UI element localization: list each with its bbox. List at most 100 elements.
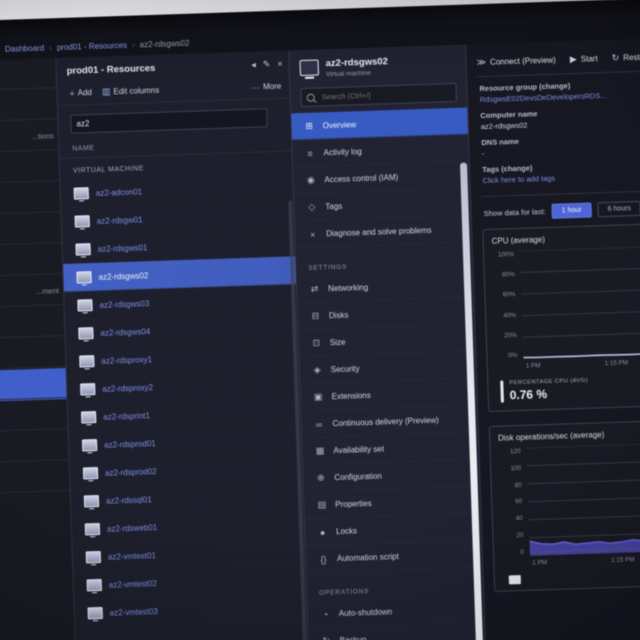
vm-name-link[interactable]: az2-rdsproxy1	[101, 354, 153, 366]
sidebar-item[interactable]	[0, 461, 70, 495]
start-button[interactable]: ▶ Start	[570, 53, 598, 65]
vm-title: az2-rdsgws02	[325, 56, 389, 70]
vm-search-box	[300, 82, 457, 108]
vm-menu: ⊞ Overview ≡ Activity log ◉ Access control (I…	[291, 107, 486, 640]
configuration-icon: ⊕	[316, 472, 325, 483]
add-button[interactable]: + Add	[69, 87, 92, 98]
add-button-label: Add	[77, 87, 93, 98]
stat-text: PERCENTAGE CPU (AVG) 0.76 %	[509, 378, 588, 403]
sidebar-item[interactable]	[0, 151, 59, 185]
sidebar-item[interactable]	[0, 430, 69, 464]
chart-title: Disk operations/sec (average)	[497, 430, 605, 443]
breadcrumb-resources[interactable]: prod01 - Resources	[56, 40, 128, 52]
sidebar-item[interactable]	[0, 337, 66, 371]
sidebar-item[interactable]	[0, 89, 57, 123]
y-tick: 60	[515, 498, 523, 506]
restart-button[interactable]: ↻ Restart	[611, 51, 640, 63]
ellipsis-icon: ···	[250, 81, 261, 93]
sidebar-item[interactable]	[0, 244, 62, 278]
vm-name-link[interactable]: az2-rdsproxy2	[102, 382, 154, 394]
vm-name-link[interactable]: az2-rdsgws02	[98, 270, 149, 282]
continuous-delivery-icon: ∞	[315, 419, 323, 430]
vm-icon	[78, 327, 94, 340]
sidebar-item[interactable]	[0, 182, 60, 216]
toolbar-button-label: Connect (Preview)	[489, 55, 556, 67]
vm-name-link[interactable]: az2-rdssql01	[105, 494, 152, 506]
sidebar-item[interactable]	[0, 368, 67, 402]
stat-label: PERCENTAGE CPU (AVG)	[509, 377, 589, 387]
vm-name-link[interactable]: az2-vmtest02	[108, 578, 157, 590]
vm-icon	[82, 467, 99, 480]
more-button[interactable]: ··· More	[251, 81, 282, 92]
edit-columns-button[interactable]: ▥ Edit columns	[102, 85, 160, 98]
plus-icon: +	[69, 88, 75, 99]
sidebar-item[interactable]	[0, 399, 68, 433]
connect-icon: ≫	[476, 56, 487, 67]
vm-list: az2-adcon01 az2-rdsgw01 az2-rdsgws01 az2-rd…	[60, 172, 309, 640]
y-tick: 120	[509, 447, 521, 456]
collapse-icon[interactable]: ◂	[251, 59, 256, 70]
connect-button[interactable]: ≫ Connect (Preview)	[476, 54, 556, 68]
vm-icon	[77, 299, 93, 312]
security-icon: ◈	[313, 364, 321, 375]
restart-icon: ↻	[611, 51, 620, 63]
menu-item-label: Disks	[328, 310, 349, 321]
menu-item-label: Continuous delivery (Preview)	[332, 415, 439, 429]
vm-name-link[interactable]: az2-rdsprod02	[104, 466, 157, 478]
disks-icon: ⊟	[311, 310, 320, 321]
sidebar-item[interactable]	[0, 58, 56, 92]
search-icon	[306, 93, 315, 102]
vm-name-link[interactable]: az2-rdsgw01	[96, 214, 143, 226]
overview-icon: ⊞	[305, 120, 314, 131]
vm-icon	[83, 494, 100, 508]
vm-icon	[75, 243, 91, 256]
vm-name-link[interactable]: az2-rdsgws01	[97, 242, 148, 254]
vm-name-link[interactable]: az2-rdsgws03	[99, 298, 150, 310]
cpu-stat: PERCENTAGE CPU (AVG) 0.76 %	[500, 373, 640, 403]
sidebar-item-label: ...tions	[31, 130, 54, 141]
range-pill[interactable]: 1 hour	[551, 202, 592, 219]
vm-icon	[84, 522, 101, 536]
sidebar-item[interactable]: ...tions	[0, 120, 58, 154]
cpu-plot	[519, 244, 640, 359]
vm-icon	[81, 411, 97, 424]
stat-accent-bar	[500, 380, 504, 403]
vm-icon	[73, 187, 89, 200]
vm-name-link[interactable]: az2-rdsprod01	[103, 438, 156, 450]
vm-name-link[interactable]: az2-adcon01	[95, 186, 143, 198]
vm-name-link[interactable]: az2-rdsprint1	[103, 410, 151, 422]
y-tick: 100	[510, 464, 522, 473]
sidebar-item[interactable]	[0, 306, 65, 340]
vm-icon	[81, 439, 98, 452]
y-tick: 80%	[501, 271, 515, 279]
x-tick: 1:15 PM	[611, 556, 635, 565]
toolbar-button-label: Start	[580, 53, 598, 64]
extensions-icon: ▣	[313, 391, 323, 402]
menu-item-label: Overview	[322, 120, 357, 131]
menu-item-label: Security	[330, 364, 360, 375]
vm-search-input[interactable]	[319, 87, 444, 103]
breadcrumb-separator: ›	[48, 42, 52, 52]
activity-log-icon: ≡	[307, 148, 313, 159]
y-tick: 60%	[502, 291, 516, 299]
breadcrumb-dashboard[interactable]: Dashboard	[4, 43, 45, 54]
vm-name-link[interactable]: az2-vmtest03	[109, 606, 158, 618]
x-tick: 1:15 PM	[604, 359, 629, 368]
menu-item-label: Tags	[325, 201, 343, 212]
range-pill[interactable]: 6 hours	[597, 200, 640, 218]
networking-icon: ⇄	[310, 283, 319, 294]
sidebar-item[interactable]	[0, 213, 61, 247]
sidebar-item[interactable]: ...ment	[0, 275, 64, 309]
disk-legend-swatch	[508, 575, 521, 585]
vm-icon	[87, 606, 103, 620]
y-axis-ticks: 120 100 80 60 40 20 0	[498, 448, 526, 557]
breadcrumb-separator: ›	[131, 40, 135, 50]
menu-item-label: Extensions	[331, 390, 371, 402]
stat-value: 0.76 %	[509, 387, 548, 403]
vm-name-link[interactable]: az2-vmtest01	[107, 550, 156, 562]
vm-name-link[interactable]: az2-rdsgws04	[100, 326, 151, 338]
pin-icon[interactable]: ✎	[262, 59, 271, 70]
close-icon[interactable]: ×	[277, 58, 283, 69]
vm-name-link[interactable]: az2-rdsweb01	[106, 522, 158, 534]
